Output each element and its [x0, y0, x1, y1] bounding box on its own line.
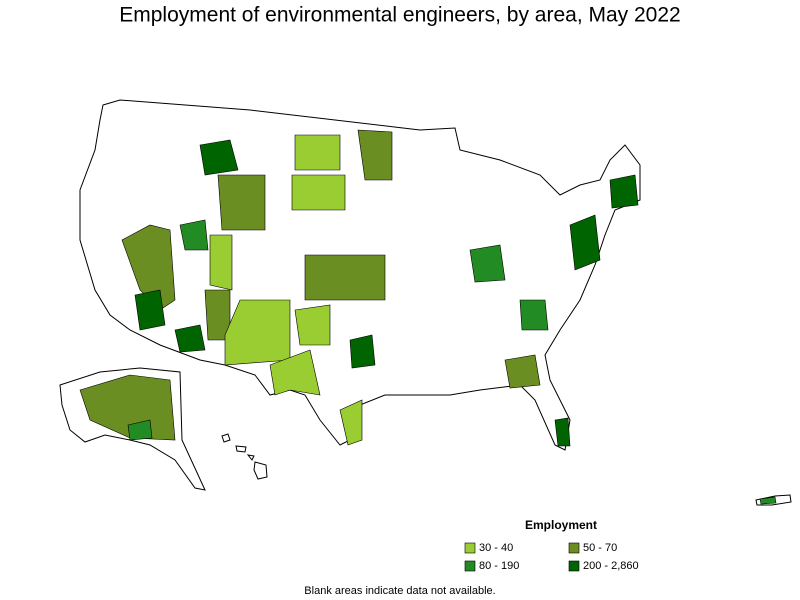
- legend: Employment 30 - 40 50 - 70 80 - 190 200 - 2…: [464, 518, 639, 572]
- map-area-shade: [357, 129, 393, 181]
- map-area-shade: [554, 417, 571, 447]
- map-area-shade: [291, 174, 346, 211]
- map-area-shade: [224, 299, 291, 366]
- legend-swatch: [568, 542, 580, 554]
- legend-label: 50 - 70: [583, 542, 617, 554]
- legend-swatch: [464, 560, 476, 572]
- map-area-shade: [134, 289, 166, 331]
- legend-swatch: [568, 560, 580, 572]
- legend-swatch: [464, 542, 476, 554]
- map-area-shade: [569, 214, 601, 271]
- map-area-shade: [304, 254, 386, 301]
- map-area-shade: [759, 496, 777, 505]
- map-area-shade: [609, 174, 639, 209]
- map-area-shade: [504, 354, 541, 389]
- map-area-shade: [349, 334, 376, 369]
- map-area-shade: [79, 374, 176, 441]
- footnote: Blank areas indicate data not available.: [304, 585, 495, 597]
- map-area-shade: [127, 419, 153, 441]
- legend-label: 30 - 40: [479, 542, 513, 554]
- map-area-shade: [269, 349, 321, 396]
- hawaii: [221, 433, 268, 480]
- map-area-shade: [469, 244, 506, 283]
- map-area-shade: [339, 399, 363, 446]
- legend-label: 80 - 190: [479, 560, 519, 572]
- map-area-shade: [519, 299, 549, 331]
- map-area-shade: [199, 139, 239, 176]
- map-area-shade: [179, 219, 209, 251]
- map-area-shade: [217, 174, 266, 231]
- map-area-shade: [209, 234, 233, 291]
- legend-title: Employment: [525, 518, 597, 532]
- legend-label: 200 - 2,860: [583, 560, 639, 572]
- map-area-shade: [294, 304, 331, 346]
- map-area-shade: [121, 224, 176, 311]
- map-area-shade: [174, 324, 206, 353]
- map-area-shade: [294, 134, 341, 171]
- map-area: [59, 99, 792, 506]
- map-title: Employment of environmental engineers, b…: [119, 4, 680, 27]
